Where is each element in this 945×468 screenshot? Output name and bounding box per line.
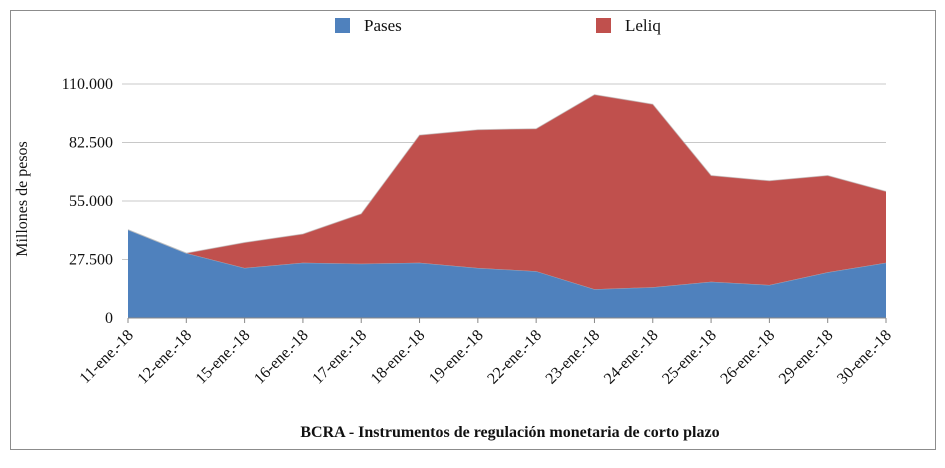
x-tick-label: 11-ene.-18 xyxy=(77,327,137,387)
x-tick-label: 26-ene.-18 xyxy=(718,327,779,388)
legend-swatch-leliq xyxy=(596,18,611,33)
chart-title: BCRA - Instrumentos de regulación moneta… xyxy=(300,424,719,441)
x-tick-label: 16-ene.-18 xyxy=(251,327,312,388)
area-edge-leliq xyxy=(127,94,887,254)
area-leliq xyxy=(128,94,886,290)
legend-swatch-pases xyxy=(335,18,350,33)
x-tick-label: 25-ene.-18 xyxy=(659,327,720,388)
y-tick-labels: 0 27.500 55.000 82.500 110.000 xyxy=(62,76,113,327)
legend: Pases Leliq xyxy=(335,16,661,35)
legend-label-pases: Pases xyxy=(364,16,402,35)
x-tick-label: 12-ene.-18 xyxy=(134,327,195,388)
x-tick-label: 23-ene.-18 xyxy=(543,327,604,388)
x-tick-label: 22-ene.-18 xyxy=(484,327,545,388)
chart-areas xyxy=(127,94,887,318)
x-tick-labels: 11-ene.-1812-ene.-1815-ene.-1816-ene.-18… xyxy=(77,327,895,388)
x-tick-label: 30-ene.-18 xyxy=(834,327,895,388)
axes xyxy=(127,317,887,323)
area-pases xyxy=(128,229,886,318)
legend-label-leliq: Leliq xyxy=(625,16,661,35)
x-tick-label: 15-ene.-18 xyxy=(193,327,254,388)
x-tick-label: 17-ene.-18 xyxy=(309,327,370,388)
y-tick-label: 82.500 xyxy=(69,135,113,152)
x-tick-label: 24-ene.-18 xyxy=(601,327,662,388)
y-axis-label: Millones de pesos xyxy=(14,141,31,257)
y-tick-label: 55.000 xyxy=(69,193,113,210)
x-tick-label: 29-ene.-18 xyxy=(776,327,837,388)
y-tick-label: 27.500 xyxy=(69,252,113,269)
x-tick-label: 19-ene.-18 xyxy=(426,327,487,388)
y-tick-label: 0 xyxy=(105,310,113,327)
x-tick-label: 18-ene.-18 xyxy=(368,327,429,388)
y-tick-label: 110.000 xyxy=(62,76,113,93)
